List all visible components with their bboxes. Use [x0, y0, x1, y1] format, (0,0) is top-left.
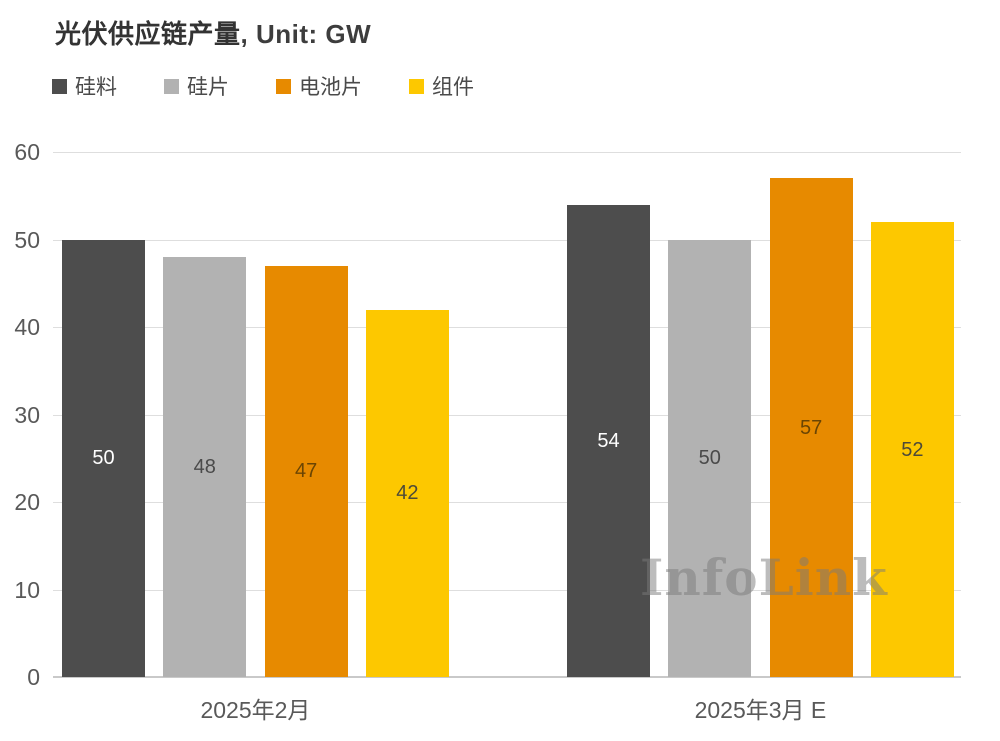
legend-item-label: 硅料	[75, 76, 117, 99]
bar	[62, 239, 145, 677]
bar-value-label: 50	[698, 447, 721, 470]
legend-color-swatch	[52, 78, 67, 94]
y-axis-tick-label: 20	[14, 489, 40, 515]
bar	[870, 222, 954, 677]
chart-title-unit: , Unit: GW	[240, 19, 372, 49]
bar	[264, 265, 348, 677]
bar-value-label: 47	[294, 460, 318, 483]
x-axis-category-label: 2025年3月 E	[694, 697, 827, 723]
legend-item: 电池片	[276, 71, 362, 101]
bar-value-label: 42	[396, 482, 419, 505]
x-axis-category-label: 2025年2月	[200, 697, 311, 723]
legend-color-swatch	[409, 78, 424, 94]
bar	[769, 178, 853, 677]
bar-value-label: 48	[193, 456, 216, 478]
gridline	[53, 152, 961, 153]
x-axis-baseline	[53, 676, 961, 678]
bar	[567, 204, 650, 677]
y-axis-tick-label: 40	[14, 314, 40, 340]
y-axis-tick-label: 60	[14, 139, 40, 165]
bar-value-label: 52	[901, 438, 924, 461]
bar-value-label: 57	[799, 416, 823, 439]
gridline	[53, 327, 961, 328]
y-axis-tick-label: 0	[27, 664, 40, 690]
bar-value-label: 54	[597, 429, 620, 452]
gridline	[53, 414, 961, 416]
legend-item-label: 组件	[432, 76, 474, 99]
legend-item: 硅片	[164, 71, 229, 101]
y-axis-tick-label: 50	[14, 226, 40, 253]
gridline	[53, 502, 961, 503]
legend-item: 硅料	[52, 71, 117, 101]
y-axis-tick-label: 10	[14, 576, 40, 603]
legend-item-label: 硅片	[187, 76, 229, 99]
legend: 硅料 硅片 电池片 组件	[52, 71, 474, 101]
bar	[365, 309, 449, 677]
bar	[668, 239, 752, 677]
y-axis-tick-label: 30	[14, 401, 40, 428]
chart-title: 光伏供应链产量, Unit: GW	[55, 14, 371, 51]
legend-item: 组件	[409, 71, 474, 101]
gridline	[53, 239, 961, 241]
legend-item-label: 电池片	[299, 76, 362, 99]
legend-color-swatch	[276, 78, 291, 94]
bar-value-label: 50	[92, 447, 115, 470]
legend-color-swatch	[164, 78, 179, 94]
gridline	[53, 589, 961, 591]
chart-title-main: 光伏供应链产量	[55, 19, 241, 49]
bar	[163, 257, 247, 677]
